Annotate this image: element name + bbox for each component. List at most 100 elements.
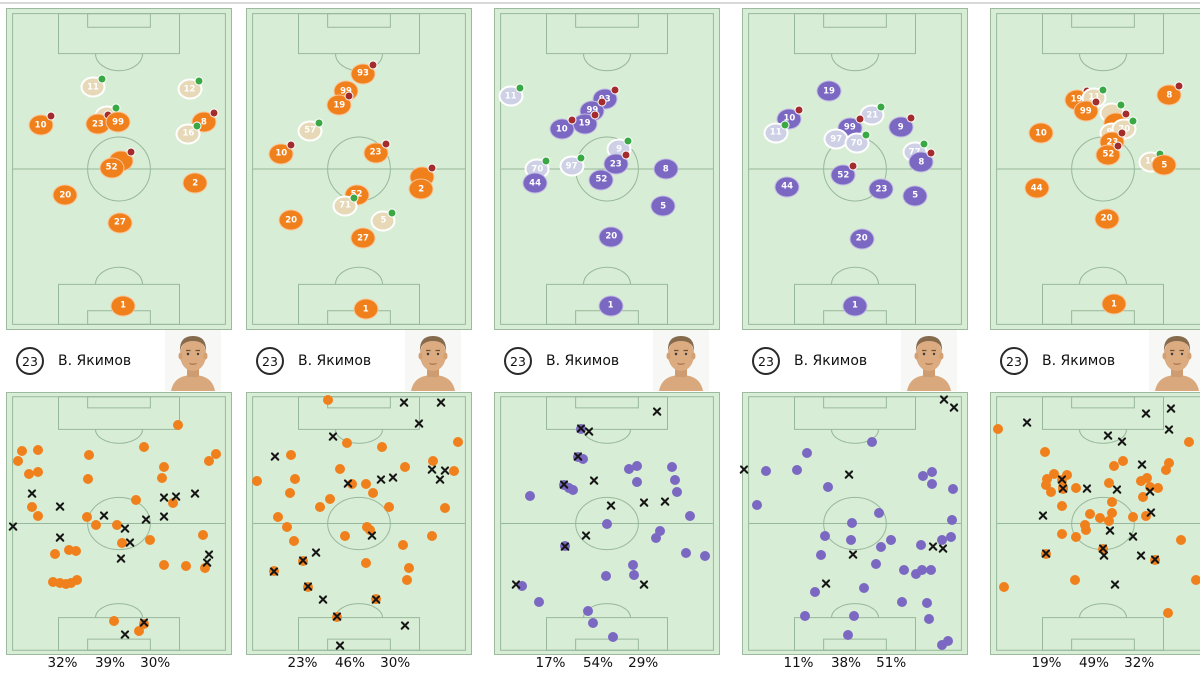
action-markers [7, 393, 231, 654]
third-left-pct: 11% [783, 655, 814, 671]
card-event-badge-icon [286, 140, 296, 150]
failed-action-cross-icon [26, 488, 37, 499]
player-marker-number: 12 [183, 84, 196, 94]
card-event-badge-icon [855, 114, 865, 124]
formation-markers: 1911998109770235216544201 [991, 9, 1200, 329]
failed-action-cross-icon [55, 532, 66, 543]
player-marker: 8 [653, 158, 679, 180]
player-marker-number: 23 [369, 147, 382, 158]
failed-action-cross-icon [1058, 484, 1069, 495]
failed-action-cross-icon [270, 451, 281, 462]
player-marker-number: 19 [1070, 94, 1083, 105]
third-right-pct: 32% [1124, 655, 1155, 671]
player-marker-number: 8 [662, 164, 669, 174]
successful-action-dot [133, 625, 144, 636]
player-row[interactable]: 23 В. Якимов [0, 330, 238, 392]
successful-action-dot [158, 461, 169, 472]
player-marker: 44 [774, 176, 800, 198]
successful-action-dot [927, 479, 938, 490]
failed-action-cross-icon [303, 582, 314, 593]
headshot-image [165, 330, 221, 391]
player-row[interactable]: 23 В. Якимов [984, 330, 1200, 392]
successful-action-dot [361, 479, 372, 490]
actions-pitch [6, 392, 232, 655]
failed-action-cross-icon [847, 549, 858, 560]
successful-action-dot [168, 498, 179, 509]
successful-action-dot [315, 502, 326, 513]
card-event-badge-icon [126, 147, 136, 157]
match-column: 93991957102325271520271 23 В. Якимов [240, 0, 478, 675]
third-left-pct: 19% [1031, 655, 1062, 671]
failed-action-cross-icon [1145, 486, 1156, 497]
successful-action-dot [402, 574, 413, 585]
failed-action-cross-icon [1128, 532, 1139, 543]
successful-action-dot [426, 531, 437, 542]
successful-action-dot [999, 581, 1010, 592]
successful-action-dot [942, 636, 953, 647]
card-event-badge-icon [597, 97, 607, 107]
player-photo [405, 330, 461, 391]
card-event-badge-icon [1113, 141, 1123, 151]
player-marker: 19 [326, 91, 354, 116]
failed-action-cross-icon [1111, 485, 1122, 496]
successful-action-dot [399, 462, 410, 473]
failed-action-cross-icon [1103, 431, 1114, 442]
player-marker-number: 99 [340, 86, 352, 96]
player-row[interactable]: 23 В. Якимов [240, 330, 478, 392]
successful-action-dot [1160, 464, 1171, 475]
successful-action-dot [33, 466, 44, 477]
successful-action-dot [791, 464, 802, 475]
player-marker: 44 [1024, 177, 1050, 199]
substitution-badge-icon [576, 153, 586, 163]
card-event-badge-icon [1091, 97, 1101, 107]
successful-action-dot [377, 441, 388, 452]
player-marker-number: 23 [875, 184, 888, 195]
player-marker-number: 8 [1166, 90, 1173, 101]
player-marker: 52 [588, 169, 614, 191]
third-left-pct: 32% [47, 655, 78, 671]
successful-action-dot [33, 444, 44, 455]
player-marker: 5 [902, 185, 928, 207]
player-marker: 1 [353, 298, 379, 320]
player-marker-number: 23 [92, 119, 104, 130]
player-marker: 2 [182, 172, 208, 194]
successful-action-dot [1057, 528, 1067, 539]
card-event-badge-icon [381, 139, 391, 149]
failed-action-cross-icon [335, 640, 346, 651]
player-marker-number: 1 [1111, 299, 1117, 310]
player-marker: 12 [177, 76, 204, 100]
player-photo [1149, 330, 1200, 391]
successful-action-dot [24, 468, 35, 479]
actions-pitch [990, 392, 1200, 655]
player-marker-number: 71 [339, 200, 352, 211]
successful-action-dot [138, 442, 149, 453]
card-event-badge-icon [926, 148, 936, 158]
successful-action-dot [911, 569, 922, 580]
successful-action-dot [1079, 520, 1090, 531]
player-marker: 10 [28, 111, 56, 136]
player-row[interactable]: 23 В. Якимов [488, 330, 726, 392]
player-marker: 11 [80, 74, 107, 98]
player-row[interactable]: 23 В. Якимов [736, 330, 974, 392]
card-event-badge-icon [590, 110, 600, 120]
failed-action-cross-icon [139, 618, 150, 629]
headshot-image [901, 330, 957, 391]
player-marker-number: 20 [855, 233, 868, 244]
failed-action-cross-icon [436, 397, 447, 408]
successful-action-dot [600, 571, 611, 582]
successful-action-dot [810, 587, 821, 598]
successful-action-dot [918, 470, 929, 481]
successful-action-dot [670, 474, 681, 485]
player-marker-number: 1 [362, 304, 369, 315]
player-photo [165, 330, 221, 391]
card-event-badge-icon [1174, 81, 1184, 91]
player-marker-number: 9 [616, 144, 623, 155]
player-marker: 9 [888, 113, 916, 138]
successful-action-dot [823, 481, 834, 492]
failed-action-cross-icon [435, 474, 446, 485]
successful-action-dot [384, 501, 395, 512]
successful-action-dot [1175, 535, 1186, 546]
substitution-badge-icon [861, 130, 871, 140]
failed-action-cross-icon [297, 556, 308, 567]
player-marker-number: 9 [897, 122, 904, 133]
